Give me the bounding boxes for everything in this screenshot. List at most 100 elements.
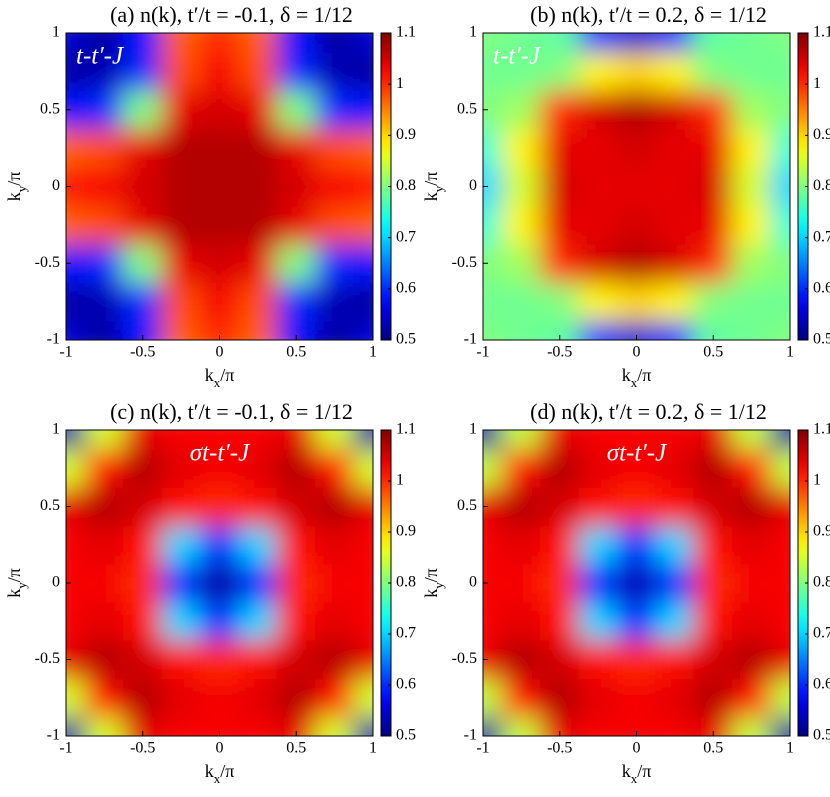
- heatmap-cell: [314, 678, 355, 718]
- y-axis-label: ky/π: [421, 568, 446, 598]
- heatmap-area: [483, 33, 790, 340]
- heatmap-cell: [540, 678, 580, 718]
- heatmap-cell: [770, 205, 790, 245]
- heatmap-cell: [578, 448, 618, 488]
- heatmap-cell: [693, 166, 733, 207]
- heatmap-cell: [501, 205, 542, 245]
- heatmap-cell: [66, 601, 86, 641]
- heatmap-cell: [578, 320, 618, 340]
- heatmap-cell: [276, 486, 316, 527]
- y-tick-label: 0.5: [457, 100, 477, 117]
- heatmap-cell: [123, 716, 163, 736]
- heatmap-cell: [84, 525, 125, 565]
- heatmap-cell: [238, 525, 278, 565]
- heatmap-cell: [655, 166, 695, 207]
- annotation: σt-t′-J: [607, 440, 668, 467]
- heatmap-cell: [314, 525, 355, 565]
- heatmap-cell: [540, 166, 580, 207]
- heatmap-area: [66, 33, 373, 340]
- heatmap-cell: [483, 430, 503, 450]
- heatmap-cell: [483, 448, 503, 488]
- colorbar-tick-label: 0.8: [396, 574, 416, 591]
- heatmap-cell: [314, 51, 355, 92]
- heatmap-cell: [276, 128, 316, 168]
- heatmap-cell: [84, 563, 125, 603]
- heatmap-cell: [314, 601, 355, 641]
- colorbar-tick-label: 0.5: [813, 727, 830, 744]
- heatmap-cell: [483, 205, 503, 245]
- colorbar-tick-label: 1: [396, 75, 404, 92]
- heatmap-cell: [693, 430, 733, 450]
- heatmap-cell: [353, 639, 373, 680]
- heatmap-cell: [616, 448, 657, 488]
- y-axis-label: ky/π: [421, 172, 446, 202]
- heatmap-cell: [731, 486, 772, 527]
- heatmap-cell: [501, 678, 542, 718]
- heatmap-cell: [161, 639, 201, 680]
- heatmap-cell: [276, 601, 316, 641]
- colorbar-tick-label: 0.9: [396, 126, 416, 143]
- heatmap-cell: [84, 128, 125, 168]
- heatmap-cell: [501, 430, 542, 450]
- colorbar-tick-label: 1.1: [813, 24, 830, 41]
- heatmap-cell: [501, 128, 542, 168]
- heatmap-cell: [314, 639, 355, 680]
- heatmap-cell: [314, 486, 355, 527]
- y-tick-label: 0.5: [457, 497, 477, 514]
- colorbar-tick-label: 0.9: [396, 523, 416, 540]
- heatmap-cell: [199, 563, 240, 603]
- heatmap-cell: [161, 33, 201, 53]
- chart-title: (d) n(k), t′/t = 0.2, δ = 1/12: [530, 399, 767, 424]
- x-tick-label: 0.5: [703, 344, 723, 361]
- heatmap-cell: [161, 281, 201, 322]
- heatmap-cell: [483, 563, 503, 603]
- heatmap-cell: [84, 320, 125, 340]
- heatmap-cell: [353, 128, 373, 168]
- heatmap-cell: [693, 716, 733, 736]
- heatmap-cell: [84, 678, 125, 718]
- heatmap-cell: [353, 430, 373, 450]
- heatmap-cell: [161, 320, 201, 340]
- heatmap-cell: [199, 430, 240, 450]
- heatmap-cell: [84, 716, 125, 736]
- heatmap-cell: [770, 128, 790, 168]
- y-tick-label: 0: [469, 177, 477, 194]
- heatmap-cell: [693, 51, 733, 92]
- heatmap-cell: [693, 486, 733, 527]
- heatmap-cell: [655, 33, 695, 53]
- heatmap-cell: [199, 486, 240, 527]
- heatmap-cell: [84, 243, 125, 283]
- colorbar-tick-label: 0.9: [813, 126, 830, 143]
- heatmap-cell: [276, 33, 316, 53]
- heatmap-cell: [616, 563, 657, 603]
- heatmap-cell: [66, 166, 86, 207]
- heatmap-cell: [731, 33, 772, 53]
- heatmap-cell: [84, 281, 125, 322]
- heatmap-cell: [84, 166, 125, 207]
- heatmap-cell: [540, 33, 580, 53]
- heatmap-cell: [693, 601, 733, 641]
- heatmap-cell: [238, 563, 278, 603]
- heatmap-cell: [161, 90, 201, 130]
- heatmap-cell: [578, 243, 618, 283]
- heatmap-cell: [770, 716, 790, 736]
- heatmap-cell: [123, 601, 163, 641]
- heatmap-cell: [123, 678, 163, 718]
- heatmap-cell: [84, 639, 125, 680]
- heatmap-cell: [161, 448, 201, 488]
- heatmap-cell: [276, 166, 316, 207]
- heatmap-cell: [501, 716, 542, 736]
- heatmap-cell: [84, 90, 125, 130]
- heatmap-cell: [84, 430, 125, 450]
- x-tick-label: -0.5: [547, 344, 572, 361]
- heatmap-cell: [770, 430, 790, 450]
- heatmap-cell: [199, 166, 240, 207]
- heatmap-cell: [731, 601, 772, 641]
- y-tick-label: 0: [52, 177, 60, 194]
- heatmap-cell: [540, 430, 580, 450]
- heatmap-cell: [238, 430, 278, 450]
- heatmap-cell: [314, 563, 355, 603]
- heatmap-cell: [693, 448, 733, 488]
- heatmap-cell: [501, 563, 542, 603]
- y-tick-label: -1: [464, 331, 477, 348]
